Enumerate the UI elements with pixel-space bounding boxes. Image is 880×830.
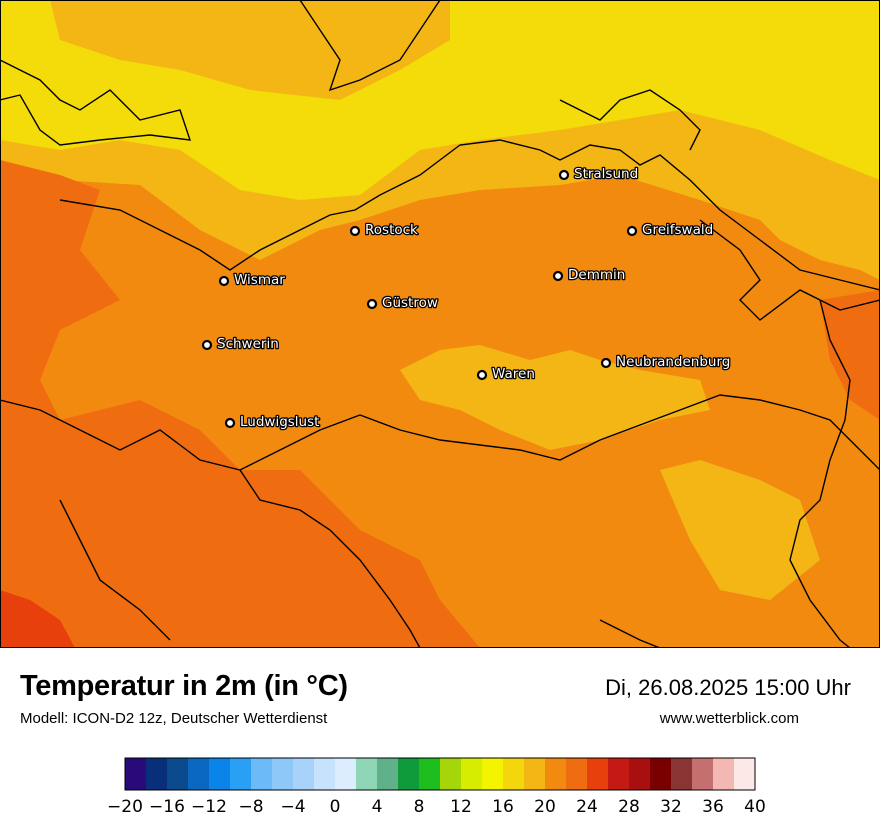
legend-swatch bbox=[734, 758, 755, 790]
legend-swatch bbox=[293, 758, 314, 790]
legend-swatch bbox=[440, 758, 461, 790]
hot-east-zone bbox=[820, 290, 880, 420]
legend-tick-label: 36 bbox=[702, 797, 724, 817]
legend-swatch bbox=[356, 758, 377, 790]
city-neubrandenburg: Neubrandenburg bbox=[600, 353, 732, 371]
hot-southwest-zone bbox=[0, 160, 480, 648]
city-label-stralsund: Stralsund bbox=[574, 166, 638, 182]
mild-northwest-land bbox=[50, 0, 450, 100]
legend-swatch bbox=[377, 758, 398, 790]
city-greifswald: Greifswald bbox=[626, 221, 715, 239]
city-label-schwerin: Schwerin bbox=[217, 336, 279, 352]
mild-patch-southeast bbox=[740, 190, 860, 270]
legend-tick-label: −16 bbox=[149, 797, 185, 817]
legend-tick-label: 40 bbox=[744, 797, 766, 817]
legend-ticks: −20 −16 −12 −8 −4 0 4 8 12 16 20 24 28 32 36 40 bbox=[107, 797, 766, 817]
legend-tick-label: −4 bbox=[280, 797, 305, 817]
city-markers: Stralsund Rostock Greifswald Wismar Demm… bbox=[201, 165, 732, 431]
city-dot bbox=[366, 298, 378, 310]
legend-swatch bbox=[167, 758, 188, 790]
legend-tick-label: −8 bbox=[238, 797, 263, 817]
city-label-rostock: Rostock bbox=[365, 222, 418, 238]
legend-tick-label: 4 bbox=[372, 797, 383, 817]
legend-swatch bbox=[335, 758, 356, 790]
map-title: Temperatur in 2m (in °C) bbox=[20, 670, 348, 702]
legend-swatch bbox=[503, 758, 524, 790]
city-dot bbox=[224, 417, 236, 429]
legend-swatch bbox=[188, 758, 209, 790]
legend-tick-label: 32 bbox=[660, 797, 682, 817]
city-rostock: Rostock bbox=[349, 221, 419, 239]
city-label-wismar: Wismar bbox=[234, 272, 285, 288]
city-dot bbox=[600, 357, 612, 369]
legend-swatch bbox=[461, 758, 482, 790]
city-label-waren: Waren bbox=[492, 366, 535, 382]
city-ludwigslust: Ludwigslust bbox=[224, 413, 321, 431]
boundary-lines bbox=[0, 0, 880, 648]
city-guestrow: Güstrow bbox=[366, 294, 439, 312]
legend-swatch bbox=[419, 758, 440, 790]
mild-patch-east bbox=[660, 460, 820, 600]
legend-swatch bbox=[146, 758, 167, 790]
legend-frame bbox=[124, 757, 756, 791]
model-info: Modell: ICON-D2 12z, Deutscher Wetterdie… bbox=[20, 710, 328, 727]
city-dot bbox=[349, 225, 361, 237]
mild-patch-waren bbox=[400, 345, 710, 450]
legend-tick-label: 0 bbox=[330, 797, 341, 817]
legend-swatch bbox=[524, 758, 545, 790]
city-dot bbox=[201, 339, 213, 351]
legend-swatch bbox=[272, 758, 293, 790]
legend-tick-label: 24 bbox=[576, 797, 598, 817]
legend-swatch bbox=[230, 758, 251, 790]
city-waren: Waren bbox=[476, 365, 536, 383]
legend-swatch bbox=[251, 758, 272, 790]
city-dot bbox=[476, 369, 488, 381]
legend-tick-label: 8 bbox=[414, 797, 425, 817]
legend-tick-label: 12 bbox=[450, 797, 472, 817]
legend-swatch bbox=[629, 758, 650, 790]
legend-swatch bbox=[482, 758, 503, 790]
legend-tick-label: −12 bbox=[191, 797, 227, 817]
city-schwerin: Schwerin bbox=[201, 335, 280, 353]
legend-tick-label: −20 bbox=[107, 797, 143, 817]
map-footer: Temperatur in 2m (in °C) Modell: ICON-D2… bbox=[0, 648, 880, 830]
forecast-datetime: Di, 26.08.2025 15:00 Uhr bbox=[605, 675, 851, 700]
legend-swatch bbox=[545, 758, 566, 790]
city-label-greifswald: Greifswald bbox=[642, 222, 713, 238]
city-wismar: Wismar bbox=[218, 271, 287, 289]
legend-tick-label: 16 bbox=[492, 797, 514, 817]
city-label-demmin: Demmin bbox=[568, 267, 625, 283]
city-dot bbox=[552, 270, 564, 282]
temperature-map: Stralsund Rostock Greifswald Wismar Demm… bbox=[0, 0, 880, 648]
color-legend: −20 −16 −12 −8 −4 0 4 8 12 16 20 24 28 32 36 40 bbox=[107, 757, 766, 817]
city-label-neubrandenburg: Neubrandenburg bbox=[616, 354, 730, 370]
website-link[interactable]: www.wetterblick.com bbox=[659, 710, 799, 727]
legend-swatch bbox=[713, 758, 734, 790]
city-dot bbox=[558, 169, 570, 181]
city-dot bbox=[218, 275, 230, 287]
city-label-ludwigslust: Ludwigslust bbox=[240, 414, 319, 430]
city-demmin: Demmin bbox=[552, 266, 627, 284]
legend-swatch bbox=[608, 758, 629, 790]
legend-tick-label: 28 bbox=[618, 797, 640, 817]
legend-swatch bbox=[209, 758, 230, 790]
very-hot-corner bbox=[0, 590, 75, 648]
legend-swatch bbox=[566, 758, 587, 790]
legend-swatch bbox=[587, 758, 608, 790]
legend-swatch bbox=[671, 758, 692, 790]
legend-swatch bbox=[692, 758, 713, 790]
city-dot bbox=[626, 225, 638, 237]
legend-swatch bbox=[125, 758, 146, 790]
legend-swatch bbox=[314, 758, 335, 790]
city-label-guestrow: Güstrow bbox=[382, 295, 438, 311]
legend-tick-label: 20 bbox=[534, 797, 556, 817]
legend-swatch bbox=[650, 758, 671, 790]
legend-swatch bbox=[398, 758, 419, 790]
city-stralsund: Stralsund bbox=[558, 165, 639, 183]
legend-swatches bbox=[125, 758, 755, 790]
